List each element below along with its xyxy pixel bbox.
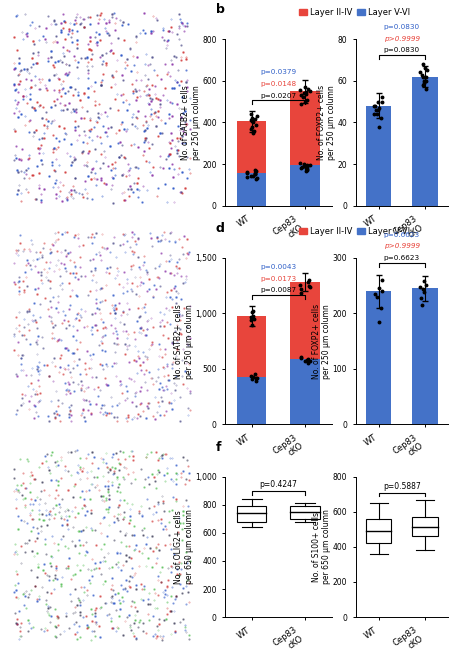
Text: p>0.9999: p>0.9999: [383, 36, 420, 42]
Text: p=0.0830: p=0.0830: [383, 47, 420, 54]
Bar: [412, 76, 438, 206]
Text: p>0.9999: p>0.9999: [383, 244, 420, 249]
Bar: [412, 289, 438, 424]
Text: d: d: [216, 222, 225, 235]
Bar: [237, 174, 266, 206]
Text: p=0.5887: p=0.5887: [383, 481, 420, 490]
Text: p=0.0148: p=0.0148: [260, 81, 297, 87]
Legend: Layer II-IV, Layer V-VI: Layer II-IV, Layer V-VI: [295, 5, 413, 20]
Bar: [291, 506, 320, 518]
Text: p=0.0087: p=0.0087: [260, 287, 297, 293]
Y-axis label: No. of SATB2+ cells
per 250 μm column: No. of SATB2+ cells per 250 μm column: [174, 304, 194, 379]
Text: p=0.4247: p=0.4247: [260, 481, 297, 489]
Text: b: b: [216, 3, 225, 16]
Bar: [366, 518, 392, 543]
Text: p=0.0830: p=0.0830: [383, 24, 420, 30]
Y-axis label: No. of FOXP2+ cells
per 250 μm column: No. of FOXP2+ cells per 250 μm column: [312, 304, 331, 379]
Legend: Layer II-IV, Layer V-VI: Layer II-IV, Layer V-VI: [295, 223, 413, 239]
Y-axis label: No. of S100+ cells
per 650 μm column: No. of S100+ cells per 650 μm column: [312, 509, 331, 584]
Bar: [412, 517, 438, 536]
Text: p=0.6623: p=0.6623: [383, 232, 420, 238]
Y-axis label: No. of FOXP2+ cells
per 250 μm column: No. of FOXP2+ cells per 250 μm column: [317, 85, 336, 160]
Text: p=0.0173: p=0.0173: [260, 276, 297, 281]
Y-axis label: No. of SATB2+ cells
per 250 μm column: No. of SATB2+ cells per 250 μm column: [182, 85, 201, 160]
Bar: [291, 91, 320, 165]
Text: f: f: [216, 441, 221, 454]
Y-axis label: No. of OLIG2+ cells
per 650 μm column: No. of OLIG2+ cells per 650 μm column: [174, 509, 194, 584]
Bar: [291, 282, 320, 359]
Text: p=0.0207: p=0.0207: [260, 93, 297, 99]
Bar: [237, 377, 266, 424]
Bar: [366, 106, 392, 206]
Bar: [237, 506, 266, 522]
Bar: [237, 315, 266, 377]
Bar: [237, 121, 266, 174]
Text: p=0.6623: p=0.6623: [383, 255, 420, 261]
Bar: [291, 165, 320, 206]
Bar: [366, 291, 392, 424]
Text: p=0.0043: p=0.0043: [260, 264, 297, 270]
Text: p=0.0379: p=0.0379: [260, 69, 297, 75]
Bar: [291, 359, 320, 424]
